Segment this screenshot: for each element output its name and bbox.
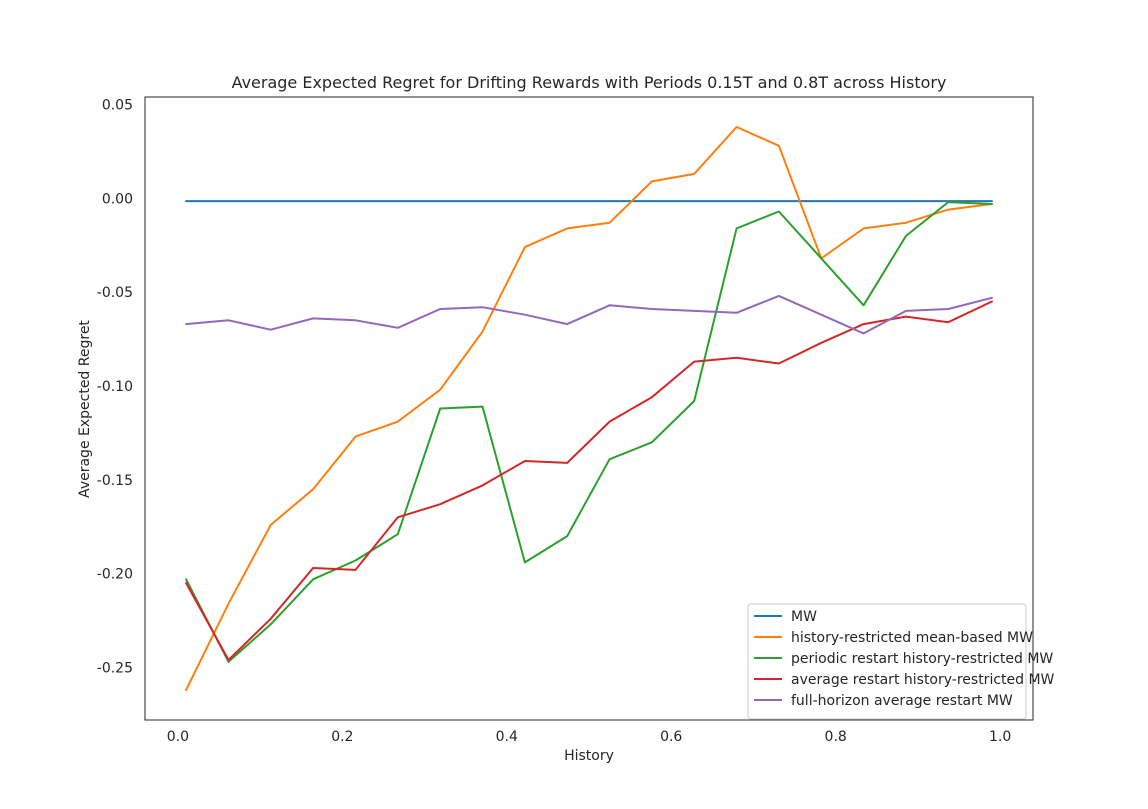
x-tick-label: 0.6 bbox=[660, 729, 682, 745]
chart-title: Average Expected Regret for Drifting Rew… bbox=[232, 73, 947, 92]
x-tick-label: 0.0 bbox=[167, 729, 189, 745]
series-line-4 bbox=[185, 300, 993, 661]
axis-ticks: 0.0 0.2 0.4 0.6 0.8 1.0 0.05 0.00 -0.05 -0.10 -0.1… bbox=[97, 98, 1011, 745]
legend-label: history-restricted mean-based MW bbox=[791, 630, 1033, 646]
legend-label: full-horizon average restart MW bbox=[791, 693, 1013, 709]
x-tick-label: 1.0 bbox=[989, 729, 1011, 745]
legend-label: average restart history-restricted MW bbox=[791, 672, 1055, 688]
axes-frame bbox=[144, 96, 1034, 721]
y-tick-label: 0.05 bbox=[102, 98, 133, 114]
legend-label: periodic restart history-restricted MW bbox=[791, 651, 1053, 667]
y-tick-label: -0.25 bbox=[97, 660, 133, 676]
x-tick-label: 0.8 bbox=[825, 729, 847, 745]
legend-label: MW bbox=[791, 609, 817, 625]
x-tick-label: 0.2 bbox=[331, 729, 353, 745]
y-tick-label: -0.05 bbox=[97, 285, 133, 301]
y-tick-label: -0.10 bbox=[97, 379, 133, 395]
legend-box bbox=[747, 603, 1027, 720]
series-line-3 bbox=[185, 201, 993, 663]
x-tick-label: 0.4 bbox=[496, 729, 518, 745]
plot-area bbox=[144, 96, 1034, 721]
y-axis-label: Average Expected Regret bbox=[77, 320, 93, 498]
y-tick-label: -0.15 bbox=[97, 473, 133, 489]
x-axis-label: History bbox=[564, 748, 614, 764]
y-tick-label: 0.00 bbox=[102, 191, 133, 207]
legend: MW history-restricted mean-based MW period… bbox=[747, 603, 1055, 720]
series-line-5 bbox=[185, 294, 993, 335]
y-tick-label: -0.20 bbox=[97, 567, 133, 583]
series-line-2 bbox=[185, 126, 993, 691]
